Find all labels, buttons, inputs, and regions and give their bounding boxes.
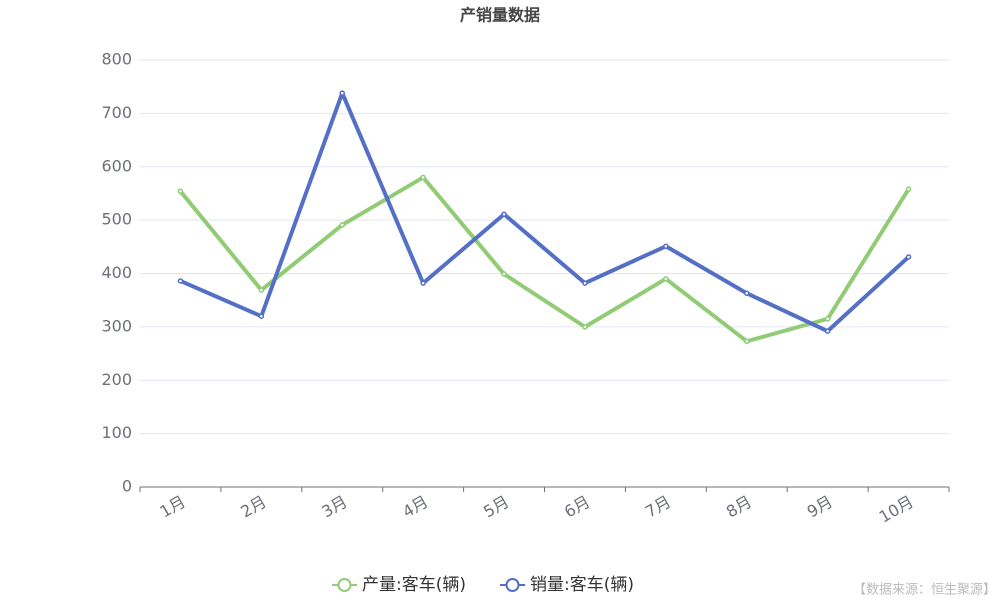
x-tick-label: 1月 (157, 492, 189, 522)
y-tick-label: 200 (101, 370, 132, 389)
x-tick-label: 3月 (318, 492, 350, 522)
point (744, 290, 750, 296)
x-tick-label: 8月 (723, 492, 755, 522)
x-tick-label: 4月 (399, 492, 431, 522)
point (582, 280, 588, 286)
point (420, 174, 426, 181)
x-tick-label: 2月 (237, 492, 269, 522)
legend-marker (505, 578, 520, 592)
point (663, 276, 669, 282)
point (582, 324, 588, 330)
point (744, 338, 750, 345)
y-tick-label: 0 (122, 477, 132, 496)
x-tick-label: 7月 (642, 492, 674, 522)
point (339, 90, 345, 96)
y-tick-label: 500 (101, 210, 132, 229)
point (177, 278, 184, 284)
y-tick-label: 100 (101, 423, 132, 442)
legend-label: 销量:客车(辆) (530, 575, 634, 595)
line (179, 91, 910, 334)
legend-label: 产量:客车(辆) (362, 575, 466, 595)
line (178, 175, 911, 344)
x-tick-label: 6月 (561, 492, 593, 522)
point (258, 287, 265, 293)
chart-title: 产销量数据 (460, 6, 540, 25)
point (905, 254, 912, 260)
point (824, 328, 831, 334)
y-tick-label: 400 (101, 263, 132, 282)
point (177, 188, 184, 195)
point (501, 271, 507, 277)
x-tick-label: 5月 (480, 492, 512, 522)
point (663, 243, 669, 250)
y-tick-label: 300 (101, 316, 132, 335)
y-tick-label: 700 (101, 103, 132, 122)
point (824, 316, 831, 322)
y-tick-label: 600 (101, 156, 132, 175)
point (905, 186, 912, 192)
y-tick-label: 800 (101, 50, 132, 69)
point (339, 222, 345, 228)
point (501, 211, 507, 218)
x-tick-label: 9月 (804, 492, 836, 522)
x-tick-label: 10月 (876, 492, 917, 527)
point (258, 313, 265, 319)
legend-marker (337, 578, 352, 592)
source: 【数据来源：恒生聚源】 (853, 583, 996, 598)
point (420, 280, 426, 286)
